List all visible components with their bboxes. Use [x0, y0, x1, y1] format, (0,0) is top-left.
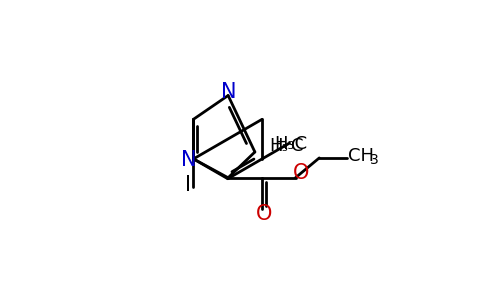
Text: ₃: ₃ — [282, 139, 287, 154]
Text: O: O — [256, 204, 272, 224]
Text: I: I — [184, 175, 191, 195]
Text: H₃C: H₃C — [274, 135, 307, 153]
Text: H: H — [269, 137, 283, 155]
Text: C: C — [291, 137, 304, 155]
Text: N: N — [221, 82, 237, 101]
Text: O: O — [293, 163, 310, 183]
Text: CH: CH — [348, 147, 374, 165]
Text: N: N — [181, 150, 196, 170]
Text: 3: 3 — [370, 153, 379, 167]
